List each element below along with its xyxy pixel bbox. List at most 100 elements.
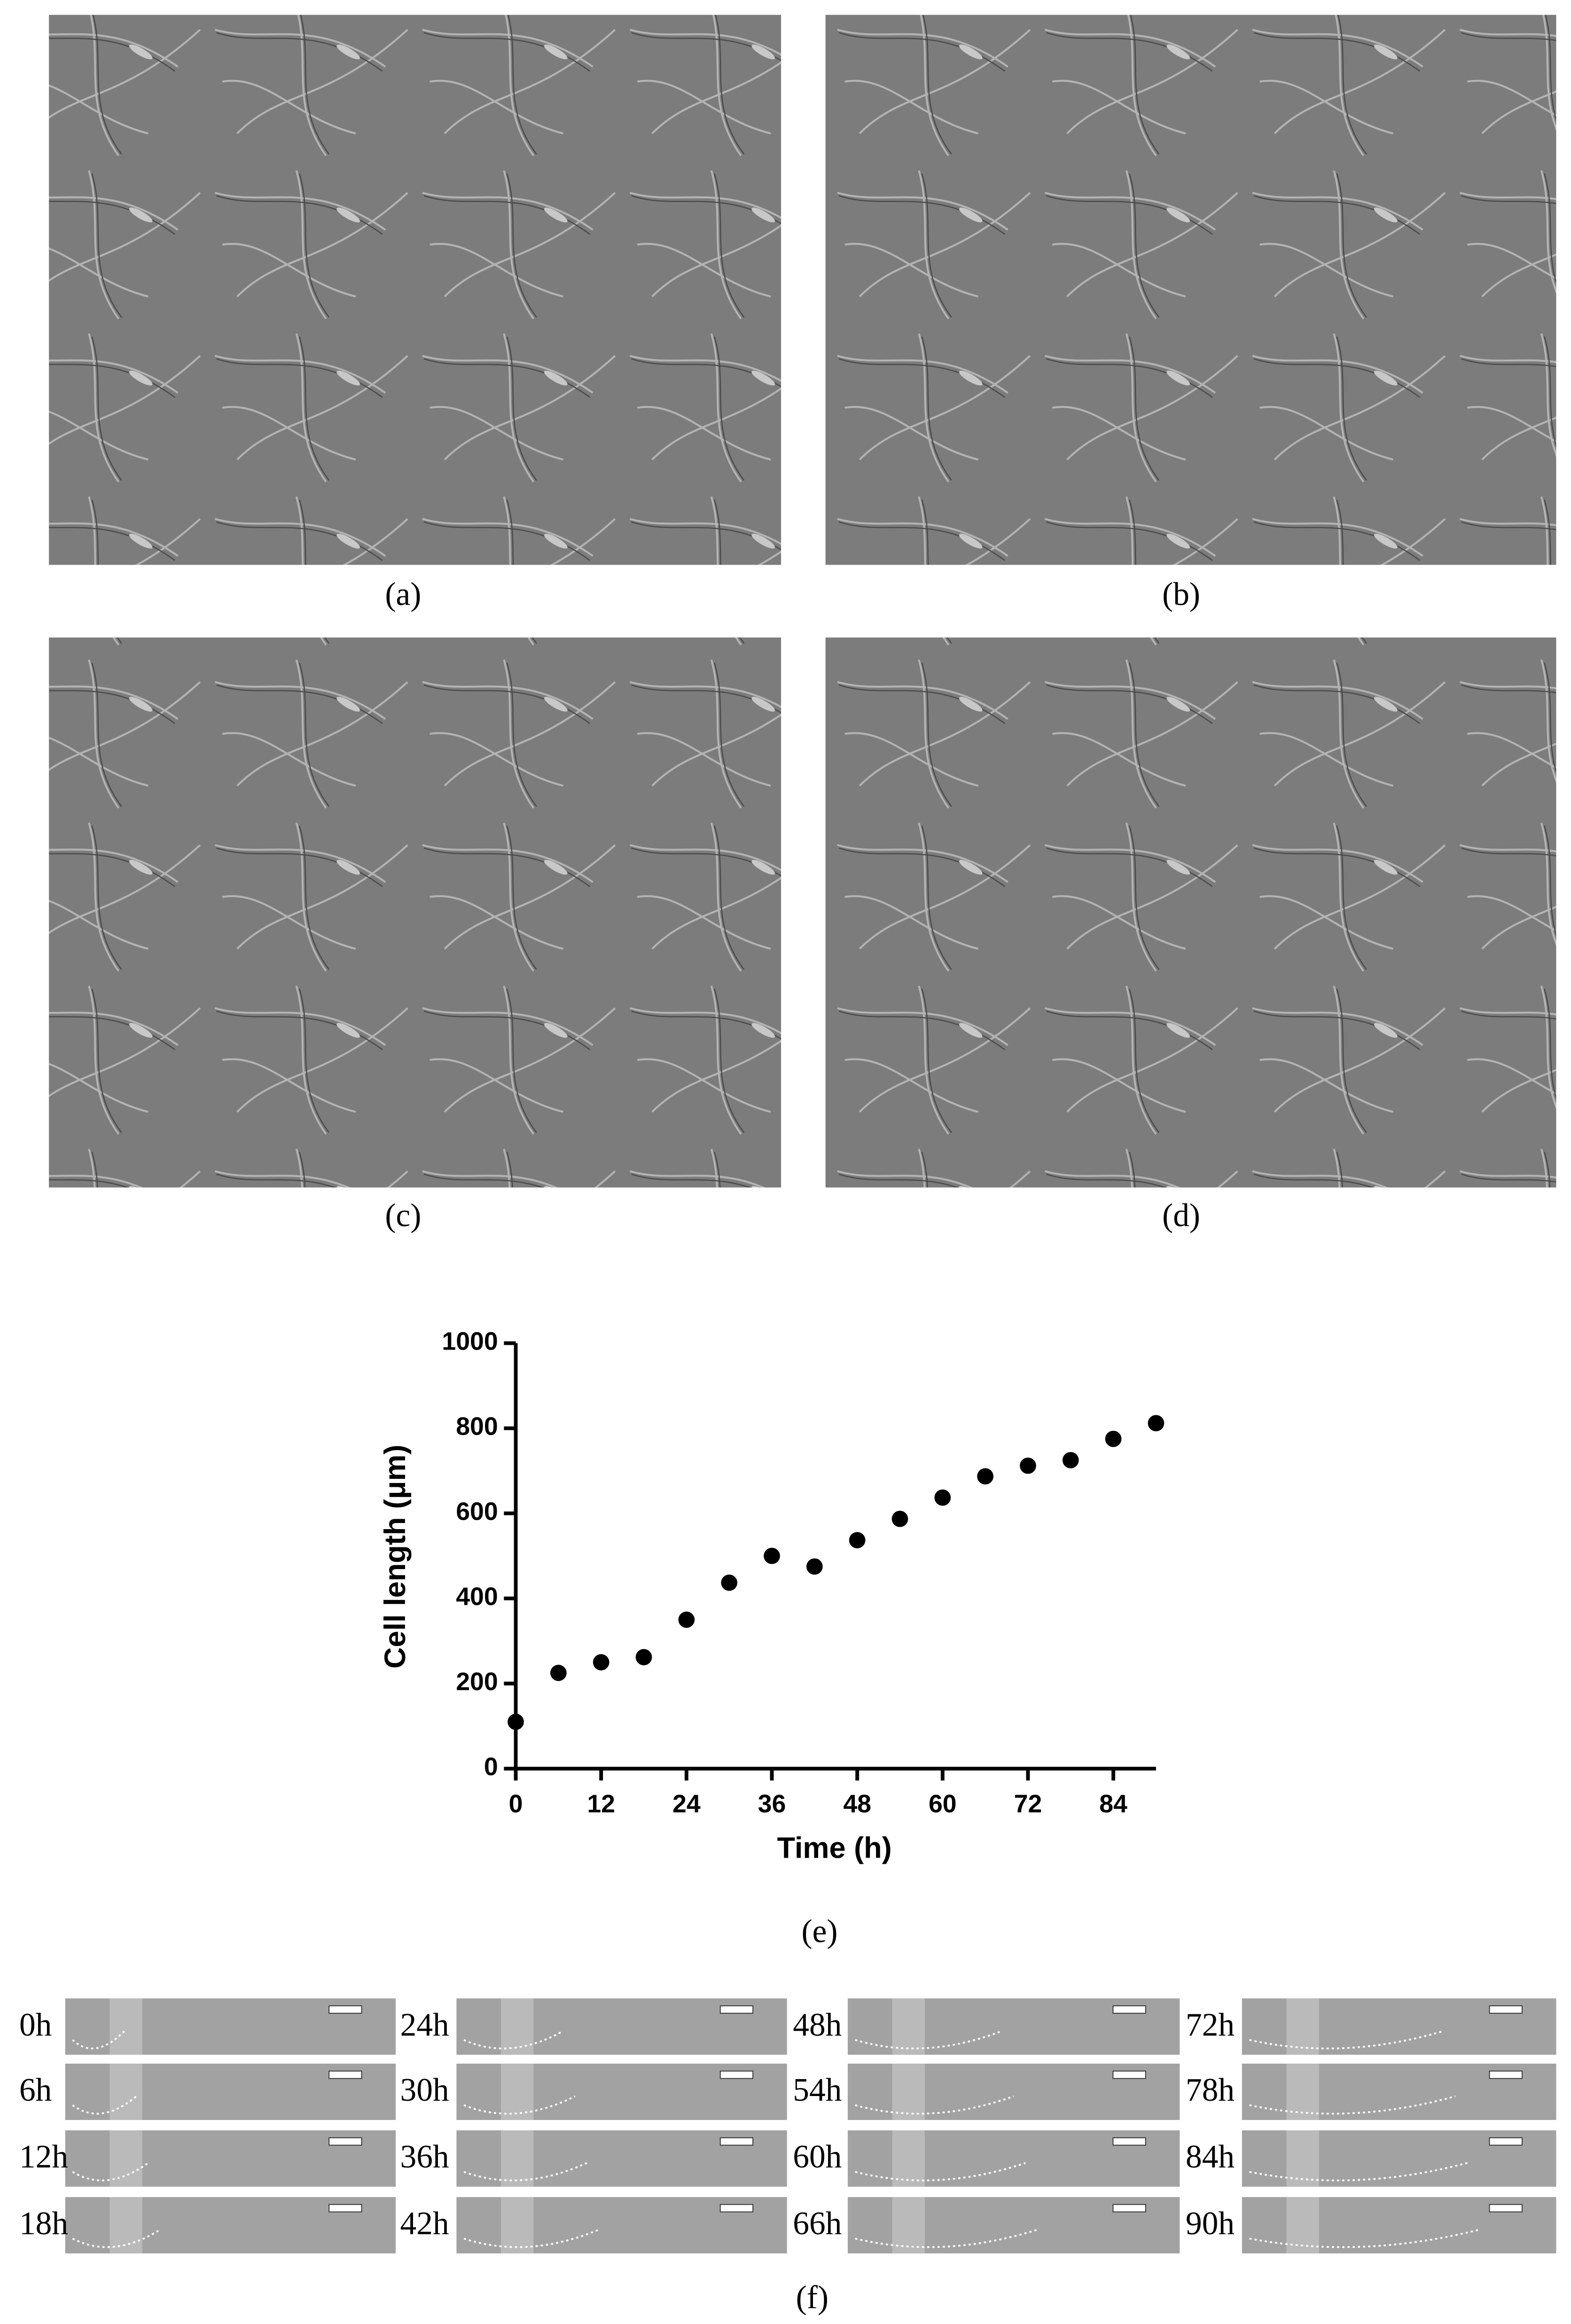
scale-bar: [719, 2070, 754, 2079]
point: [508, 1713, 524, 1730]
y-tick-label: 0: [484, 1753, 498, 1781]
x-tick-label: 24: [672, 1790, 701, 1818]
trace: [855, 2229, 1038, 2248]
smear: [500, 2064, 534, 2120]
panel-label: (f): [796, 2280, 828, 2316]
point: [1148, 1415, 1165, 1431]
smear: [1286, 1998, 1319, 2055]
trace: [72, 2229, 161, 2248]
panel-label: (d): [1162, 1197, 1200, 1233]
x-tick-label: 0: [509, 1790, 523, 1818]
point: [891, 1510, 908, 1527]
trace: [72, 2162, 149, 2182]
panel-label: (e): [802, 1914, 838, 1950]
scale-bar: [1489, 2070, 1523, 2079]
micrograph: [49, 15, 782, 565]
scale-bar: [719, 2137, 754, 2146]
trace: [1249, 2229, 1479, 2248]
trace: [72, 2030, 125, 2049]
scale-bar: [719, 2005, 754, 2014]
x-tick-label: 36: [758, 1790, 786, 1818]
scale-bar: [1112, 2204, 1146, 2213]
smear: [109, 2064, 142, 2120]
micrograph: [825, 15, 1556, 565]
time-label: 60h: [793, 2139, 842, 2175]
micrograph: [49, 637, 782, 1188]
time-label: 42h: [400, 2206, 449, 2242]
trace: [855, 2095, 1014, 2115]
panel-label: (a): [385, 576, 421, 612]
scale-bar: [328, 2070, 362, 2079]
micrograph: [825, 637, 1556, 1188]
point: [849, 1532, 866, 1548]
trace: [1249, 2095, 1456, 2115]
point: [550, 1664, 567, 1681]
scale-bar: [1489, 2005, 1523, 2014]
smear: [109, 1998, 142, 2055]
point: [764, 1547, 780, 1564]
time-label: 66h: [793, 2206, 842, 2242]
point: [593, 1654, 610, 1671]
trace: [463, 2030, 564, 2049]
smear: [500, 1998, 534, 2055]
panel-label: (c): [385, 1197, 421, 1233]
time-label: 6h: [19, 2072, 52, 2108]
point: [977, 1468, 993, 1485]
scale-bar: [1112, 2070, 1146, 2079]
smear: [892, 2064, 925, 2120]
y-tick-label: 1000: [442, 1327, 498, 1356]
x-axis-title: Time (h): [777, 1832, 892, 1865]
time-label: 54h: [793, 2072, 842, 2108]
y-tick-label: 600: [456, 1498, 498, 1526]
point: [934, 1489, 951, 1506]
x-tick-label: 12: [587, 1790, 615, 1818]
x-tick-label: 84: [1099, 1790, 1127, 1818]
time-label: 72h: [1186, 2007, 1235, 2043]
y-tick-label: 400: [456, 1583, 498, 1611]
scale-bar: [328, 2204, 362, 2213]
smear: [892, 2197, 925, 2253]
panel-label: (b): [1162, 576, 1200, 612]
trace: [855, 2162, 1026, 2182]
time-label: 48h: [793, 2007, 842, 2043]
smear: [892, 1998, 925, 2055]
point: [635, 1649, 652, 1665]
scale-bar: [1489, 2137, 1523, 2146]
time-label: 18h: [19, 2206, 68, 2242]
smear: [500, 2130, 534, 2187]
y-axis-title: Cell length (μm): [379, 1445, 412, 1669]
scale-bar: [328, 2005, 362, 2014]
scale-bar: [719, 2204, 754, 2213]
smear: [892, 2130, 925, 2187]
time-label: 24h: [400, 2007, 449, 2043]
smear: [109, 2197, 142, 2253]
y-tick-label: 800: [456, 1413, 498, 1441]
point: [1062, 1452, 1079, 1468]
point: [721, 1574, 738, 1591]
trace: [463, 2095, 576, 2115]
smear: [1286, 2064, 1319, 2120]
trace: [463, 2229, 599, 2248]
scale-bar: [1112, 2005, 1146, 2014]
smear: [109, 2130, 142, 2187]
x-tick-label: 72: [1014, 1790, 1042, 1818]
x-tick-label: 48: [843, 1790, 871, 1818]
scale-bar: [1489, 2204, 1523, 2213]
trace: [1249, 2162, 1468, 2182]
x-tick-label: 60: [929, 1790, 957, 1818]
scale-bar: [1112, 2137, 1146, 2146]
point: [1020, 1457, 1036, 1474]
time-label: 78h: [1186, 2072, 1235, 2108]
time-label: 12h: [19, 2139, 68, 2175]
smear: [500, 2197, 534, 2253]
time-label: 84h: [1186, 2139, 1235, 2175]
time-label: 0h: [19, 2007, 52, 2043]
time-label: 36h: [400, 2139, 449, 2175]
point: [678, 1611, 695, 1628]
scale-bar: [328, 2137, 362, 2146]
point: [806, 1558, 823, 1575]
time-label: 30h: [400, 2072, 449, 2108]
time-label: 90h: [1186, 2206, 1235, 2242]
